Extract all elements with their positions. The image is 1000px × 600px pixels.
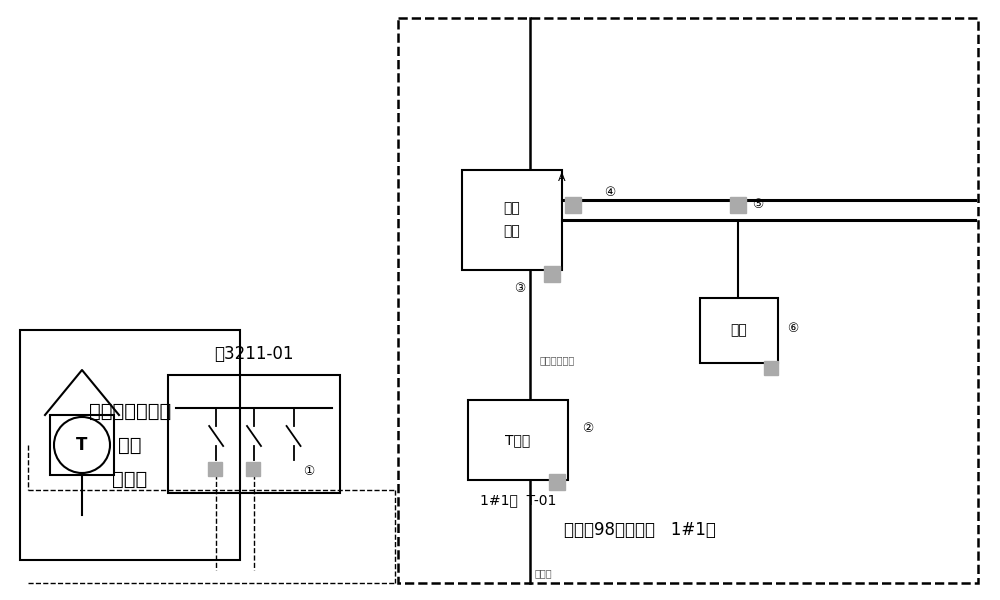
Bar	[462, 170, 562, 270]
Text: ③: ③	[514, 281, 526, 295]
Bar	[468, 400, 568, 480]
Bar	[764, 361, 778, 375]
Text: ⑤: ⑤	[752, 199, 763, 211]
Text: ②: ②	[582, 421, 593, 434]
Text: ①: ①	[304, 465, 315, 478]
Text: 迎水道98号教师楼   1#1门: 迎水道98号教师楼 1#1门	[564, 521, 716, 539]
Bar	[168, 375, 340, 493]
Text: 层分
接盒: 层分 接盒	[504, 202, 520, 238]
Text: 高低压一体运检
模式
示意图: 高低压一体运检 模式 示意图	[89, 401, 171, 488]
Text: A: A	[558, 173, 566, 183]
Bar	[50, 415, 114, 475]
Bar	[565, 197, 581, 213]
Text: （三相四线）: （三相四线）	[540, 355, 575, 365]
Bar	[398, 18, 978, 583]
Bar	[20, 330, 240, 560]
Bar	[730, 197, 746, 213]
Text: T: T	[76, 436, 88, 454]
Bar	[700, 298, 778, 363]
Text: 1#1门  T-01: 1#1门 T-01	[480, 493, 556, 507]
Text: 表笱: 表笱	[731, 323, 747, 337]
Bar	[549, 474, 565, 490]
Text: 铁管）: 铁管）	[535, 568, 553, 578]
Text: 劘3211-01: 劘3211-01	[214, 345, 294, 363]
Bar	[544, 266, 560, 282]
Text: ④: ④	[604, 187, 615, 199]
Text: T接笱: T接笱	[505, 433, 531, 447]
Bar	[208, 462, 222, 476]
Bar	[246, 462, 260, 476]
Text: ⑥: ⑥	[787, 322, 798, 335]
